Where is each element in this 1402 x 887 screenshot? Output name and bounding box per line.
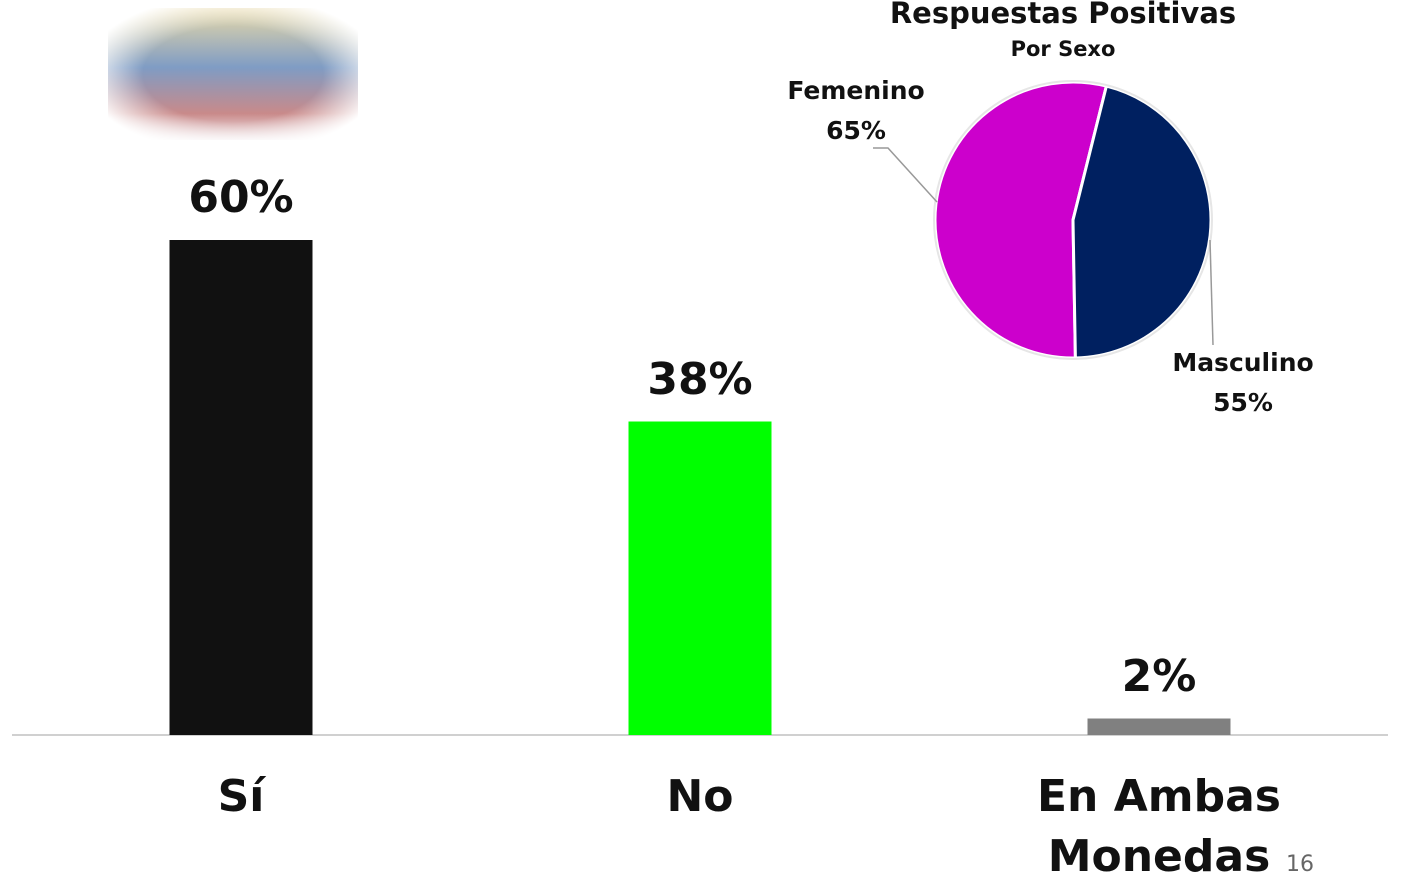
bar [628, 421, 772, 735]
pie-slice [1071, 84, 1213, 360]
bar [1087, 718, 1231, 735]
pie-value-label: 65% [826, 116, 886, 145]
pie-slice [933, 80, 1109, 360]
category-label: En Ambas Monedas [1037, 771, 1281, 882]
value-label: 60% [188, 172, 294, 223]
pie-value-label: 55% [1213, 388, 1273, 417]
page-number: 16 [1286, 852, 1314, 877]
category-label: No [666, 771, 734, 822]
pie-subtitle: Por Sexo [1010, 37, 1116, 61]
pie-title: Respuestas Positivas [889, 0, 1237, 30]
flag-image [108, 8, 358, 140]
pie-rim [933, 80, 1213, 360]
bar [169, 240, 313, 735]
pie-category-label: Femenino [787, 76, 925, 105]
leader-line [1209, 239, 1214, 346]
category-label: Sí [217, 771, 265, 822]
value-label: 2% [1121, 650, 1197, 702]
value-label: 38% [647, 353, 753, 405]
leader-line [873, 147, 938, 203]
pie-category-label: Masculino [1172, 348, 1314, 377]
